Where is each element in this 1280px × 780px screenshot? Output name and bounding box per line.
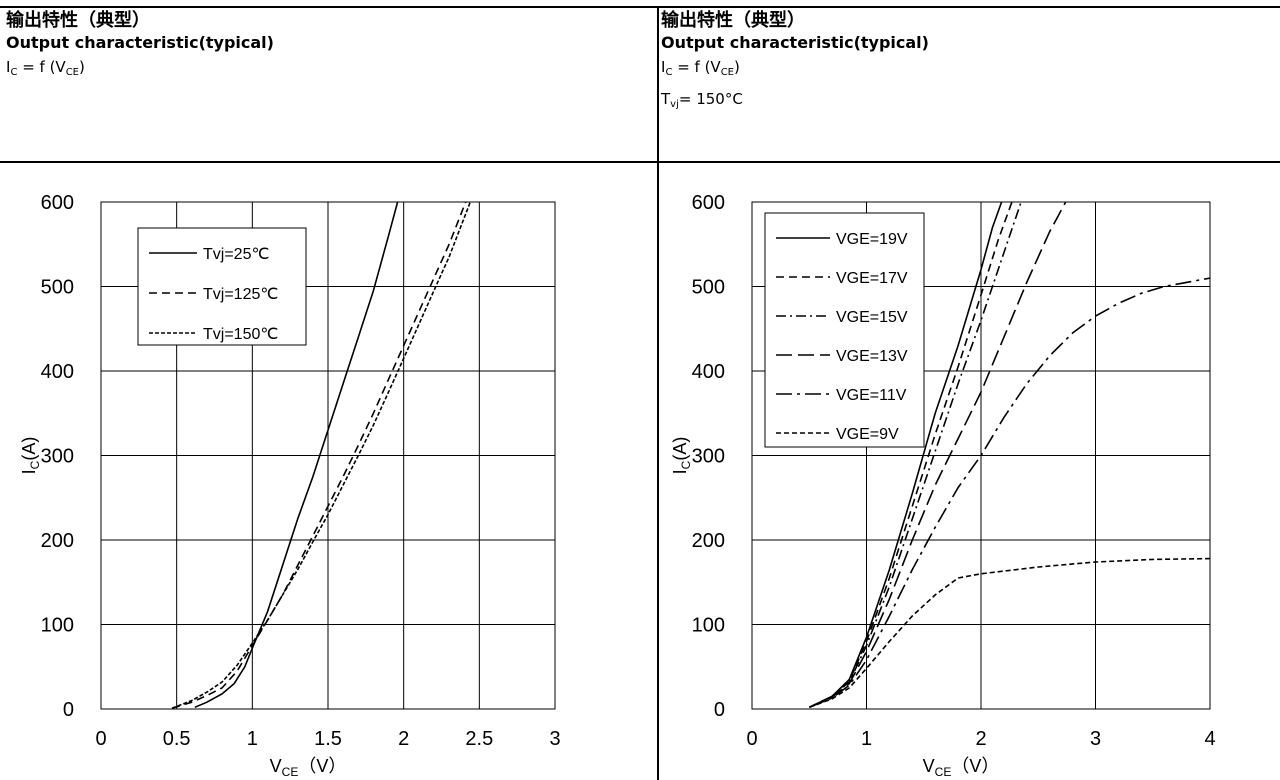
right-title-cn: 输出特性（典型）	[661, 10, 805, 31]
legend: VGE=19V VGE=17V VGE=15V VGE=13V VGE=11V VGE=9…	[764, 212, 925, 448]
y-tick-label: 100	[692, 615, 725, 637]
left-title-en: Output characteristic(typical)	[6, 33, 274, 52]
x-tick-label: 2	[975, 728, 986, 750]
legend-label-1: Tvj=25℃	[203, 246, 269, 263]
x-tick-label: 4	[1204, 728, 1215, 750]
legend-label-2: VGE=17V	[836, 270, 908, 287]
series-line-3	[171, 202, 472, 709]
y-tick-label: 100	[41, 615, 74, 637]
left-panel-header: 输出特性（典型） Output characteristic(typical) …	[6, 10, 274, 86]
legend-label-5: VGE=11V	[836, 387, 907, 404]
x-tick-label: 0.5	[163, 728, 191, 750]
series-line-6	[809, 557, 1210, 709]
x-tick-label: 0	[95, 728, 106, 750]
legend-label-2: Tvj=125℃	[203, 286, 278, 303]
y-tick-label: 300	[692, 446, 725, 468]
series-line-2	[171, 202, 467, 709]
series-line-1	[808, 202, 1003, 709]
panel-divider	[657, 7, 659, 780]
x-tick-label: 2.5	[465, 728, 493, 750]
x-tick-label: 1	[247, 728, 258, 750]
y-tick-label: 600	[41, 192, 74, 214]
x-tick-label: 2	[398, 728, 409, 750]
x-tick-label: 1	[861, 728, 872, 750]
right-title-en: Output characteristic(typical)	[661, 33, 929, 52]
series-line-5	[808, 277, 1210, 709]
legend-box	[137, 227, 307, 346]
legend-label-3: VGE=15V	[836, 309, 908, 326]
legend-box	[764, 212, 925, 448]
legend-label-6: VGE=9V	[836, 426, 899, 443]
legend-label-4: VGE=13V	[836, 348, 908, 365]
legend-label-1: VGE=19V	[836, 231, 908, 248]
header-bottom-border	[0, 161, 1280, 163]
y-tick-label: 200	[41, 530, 74, 552]
x-tick-label: 0	[746, 728, 757, 750]
x-tick-label: 3	[549, 728, 560, 750]
series-line-1	[194, 202, 399, 709]
left-equation: IC = f (VCE)	[6, 58, 85, 78]
top-border	[0, 6, 1280, 8]
x-axis-label: VCE（V）	[270, 756, 347, 779]
chart-1: 0 0.5 1 1.5 2 2.5 3 0 100 200 300 400 500 600 VCE（V） IC…	[19, 192, 561, 779]
legend-label-3: Tvj=150℃	[203, 326, 278, 343]
left-title-cn: 输出特性（典型）	[6, 10, 150, 31]
x-tick-label: 3	[1090, 728, 1101, 750]
x-axis-label: VCE（V）	[923, 756, 1000, 779]
legend: Tvj=25℃ Tvj=125℃ Tvj=150℃	[137, 227, 307, 346]
y-tick-label: 500	[41, 277, 74, 299]
y-axis-label: IC(A)	[670, 437, 693, 475]
y-tick-label: 200	[692, 530, 725, 552]
chart-2: 0 1 2 3 4 0 100 200 300 400 500 600 VCE（V） IC(A) VGE=1…	[670, 192, 1216, 779]
y-tick-label: 600	[692, 192, 725, 214]
y-tick-label: 0	[63, 699, 74, 721]
series-line-4	[808, 202, 1067, 709]
plot-frame	[751, 201, 1211, 710]
right-panel-header: 输出特性（典型） Output characteristic(typical) …	[661, 10, 929, 118]
y-tick-label: 500	[692, 277, 725, 299]
series-line-3	[808, 202, 1022, 709]
y-axis-label: IC(A)	[19, 437, 42, 475]
right-equation: IC = f (VCE)	[661, 58, 740, 78]
right-tvj-condition: Tvj= 150°C	[661, 90, 743, 110]
y-tick-label: 400	[692, 361, 725, 383]
x-tick-label: 1.5	[314, 728, 342, 750]
y-tick-label: 300	[41, 446, 74, 468]
y-tick-label: 400	[41, 361, 74, 383]
plot-frame	[100, 201, 556, 710]
y-tick-label: 0	[714, 699, 725, 721]
